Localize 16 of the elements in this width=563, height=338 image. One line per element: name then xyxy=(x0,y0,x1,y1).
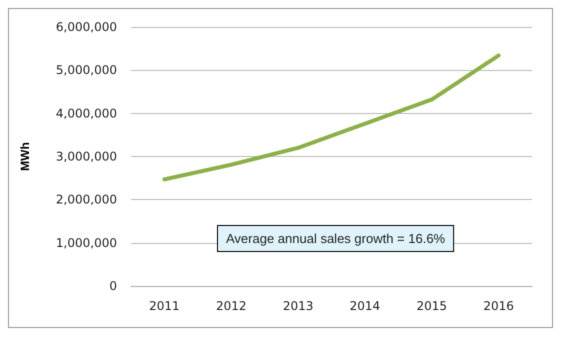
line-series xyxy=(162,53,501,182)
y-tick-label: 1,000,000 xyxy=(56,236,117,250)
annotation: Average annual sales growth = 16.6% xyxy=(226,231,446,246)
y-axis-title: MWh xyxy=(18,142,32,171)
x-tick-label: 2014 xyxy=(350,299,380,313)
y-tick-label: 5,000,000 xyxy=(56,63,117,78)
y-tick-label: 3,000,000 xyxy=(56,150,117,164)
y-tick-label: 4,000,000 xyxy=(56,106,117,120)
x-tick-label: 2016 xyxy=(483,299,514,313)
y-tick-label: 6,000,000 xyxy=(56,20,117,34)
y-tick-label: 0 xyxy=(109,279,117,293)
x-tick-label: 2013 xyxy=(282,299,314,313)
x-tick-label: 2011 xyxy=(149,299,180,313)
x-tick-label: 2012 xyxy=(216,299,247,313)
y-tick-label: 2,000,000 xyxy=(56,192,117,207)
x-tick-label: 2015 xyxy=(416,299,448,313)
